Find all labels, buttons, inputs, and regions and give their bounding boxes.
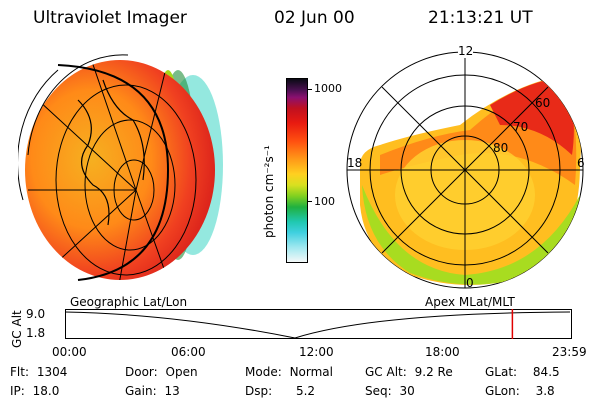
auroral-disk	[25, 60, 215, 280]
status-mode: Mode: Normal	[245, 365, 333, 379]
colorbar-unit-label: photon cm⁻²s⁻¹	[262, 145, 276, 238]
status-glat: GLat: 84.5	[485, 365, 560, 379]
status-dsp: Dsp: 5.2	[245, 384, 315, 398]
status-glon: GLon: 3.8	[485, 384, 555, 398]
status-seq-label: Seq:	[365, 384, 392, 398]
mlat-label-80: 80	[493, 141, 509, 155]
colorbar-tick-100: 100	[314, 195, 335, 208]
timeline-xtick-1800: 18:00	[425, 345, 460, 359]
status-dsp-value: 5.2	[295, 384, 316, 398]
geographic-image	[18, 54, 223, 281]
colorbar-tick-1000: 1000	[314, 82, 342, 95]
mlat-label-70: 70	[513, 120, 529, 134]
timeline-ytick-min: 1.8	[26, 326, 46, 340]
status-gcalt: GC Alt: 9.2 Re	[365, 365, 453, 379]
status-gcalt-label: GC Alt:	[365, 365, 407, 379]
status-glat-label: GLat:	[485, 365, 518, 379]
status-glon-value: 3.8	[535, 384, 555, 398]
timeline-xtick-2359: 23:59	[552, 345, 587, 359]
status-ip-label: IP:	[10, 384, 25, 398]
status-mode-label: Mode:	[245, 365, 282, 379]
status-dsp-label: Dsp:	[245, 384, 273, 398]
status-ip-value: 18.0	[32, 384, 60, 398]
timeline-ytick-max: 9.0	[26, 307, 46, 321]
status-mode-value: Normal	[289, 365, 333, 379]
status-gcalt-value: 9.2 Re	[414, 365, 453, 379]
timeline-xtick-0600: 06:00	[171, 345, 206, 359]
geographic-panel-title: Geographic Lat/Lon	[70, 295, 188, 309]
status-door-label: Door:	[125, 365, 158, 379]
mlat-label-60: 60	[535, 96, 551, 110]
time-label: 21:13:21 UT	[428, 8, 533, 28]
polar-image	[346, 51, 584, 289]
status-door: Door: Open	[125, 365, 198, 379]
status-flt-label: Flt:	[10, 365, 29, 379]
status-seq-value: 30	[399, 384, 415, 398]
mlt-label-18: 18	[347, 156, 363, 170]
apex-panel-title: Apex MLat/MLT	[425, 295, 515, 309]
status-glon-label: GLon:	[485, 384, 520, 398]
color-scale-bar	[286, 78, 308, 263]
mlt-label-6: 6	[577, 156, 585, 170]
status-gain: Gain: 13	[125, 384, 180, 398]
status-glat-value: 84.5	[532, 365, 560, 379]
mlt-label-12: 12	[458, 44, 474, 58]
timeline-xtick-1200: 12:00	[299, 345, 334, 359]
status-ip: IP: 18.0	[10, 384, 59, 398]
status-gain-label: Gain:	[125, 384, 157, 398]
status-flt-value: 1304	[36, 365, 68, 379]
mlt-label-0: 0	[466, 276, 474, 290]
status-gain-value: 13	[164, 384, 180, 398]
status-flt: Flt: 1304	[10, 365, 67, 379]
instrument-title: Ultraviolet Imager	[33, 8, 187, 28]
date-label: 02 Jun 00	[274, 8, 355, 28]
status-seq: Seq: 30	[365, 384, 415, 398]
timeline-xtick-0000: 00:00	[52, 345, 87, 359]
status-door-value: Open	[165, 365, 198, 379]
timeline-y-axis-title: GC Alt	[10, 310, 24, 348]
altitude-timeline	[65, 309, 572, 339]
